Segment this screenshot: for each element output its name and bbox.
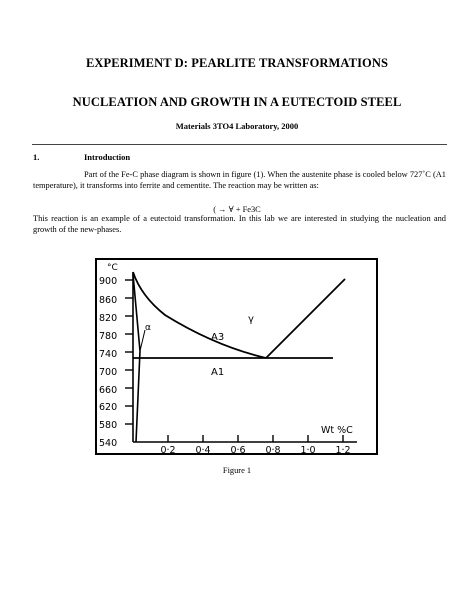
acm-line bbox=[265, 278, 346, 359]
x-tick-label: 0·4 bbox=[195, 445, 210, 455]
figure-caption: Figure 1 bbox=[222, 466, 252, 475]
y-unit-label: °C bbox=[107, 263, 118, 273]
a3-line bbox=[132, 271, 267, 359]
section-title: Introduction bbox=[84, 152, 131, 162]
x-tick-label: 0·8 bbox=[265, 445, 280, 455]
y-tick-label: 820 bbox=[99, 313, 117, 324]
x-tick-label: 1·0 bbox=[300, 445, 315, 455]
diagram-frame bbox=[95, 258, 378, 455]
a1-label: A1 bbox=[211, 367, 224, 378]
y-tick-label: 540 bbox=[99, 438, 117, 449]
document-subtitle: Materials 3TO4 Laboratory, 2000 bbox=[175, 121, 299, 131]
section-heading: 1. Introduction bbox=[33, 152, 130, 162]
y-tick-label: 580 bbox=[99, 420, 117, 431]
alpha-leader-line bbox=[139, 329, 146, 352]
y-tick-label: 780 bbox=[99, 331, 117, 342]
eutectoid-paragraph: This reaction is an example of a eutecto… bbox=[33, 214, 446, 234]
y-tick-label: 860 bbox=[99, 295, 117, 306]
y-tick-label: 740 bbox=[99, 349, 117, 360]
horizontal-divider bbox=[32, 144, 447, 145]
section-number: 1. bbox=[33, 152, 40, 162]
document-title-line2: NUCLEATION AND GROWTH IN A EUTECTOID STE… bbox=[72, 95, 402, 109]
document-title-line1: EXPERIMENT D: PEARLITE TRANSFORMATIONS bbox=[85, 56, 389, 70]
x-unit-label: Wt %C bbox=[321, 425, 353, 436]
fe-c-phase-diagram: °C 900 860 820 780 740 700 660 620 580 5… bbox=[95, 258, 378, 456]
y-tick-label: 620 bbox=[99, 402, 117, 413]
y-tick-label: 660 bbox=[99, 385, 117, 396]
alpha-label: α bbox=[145, 323, 151, 333]
x-tick-label: 0·6 bbox=[230, 445, 245, 455]
x-tick-label: 1·2 bbox=[335, 445, 350, 455]
intro-paragraph: Part of the Fe-C phase diagram is shown … bbox=[33, 170, 446, 190]
y-tick-label: 700 bbox=[99, 367, 117, 378]
gamma-label: γ bbox=[248, 314, 254, 325]
x-tick-label: 0·2 bbox=[160, 445, 175, 455]
a3-label: A3 bbox=[211, 332, 224, 343]
y-tick-label: 900 bbox=[99, 276, 117, 287]
reaction-equation: ( → ∀ + Fe3C bbox=[213, 205, 261, 214]
